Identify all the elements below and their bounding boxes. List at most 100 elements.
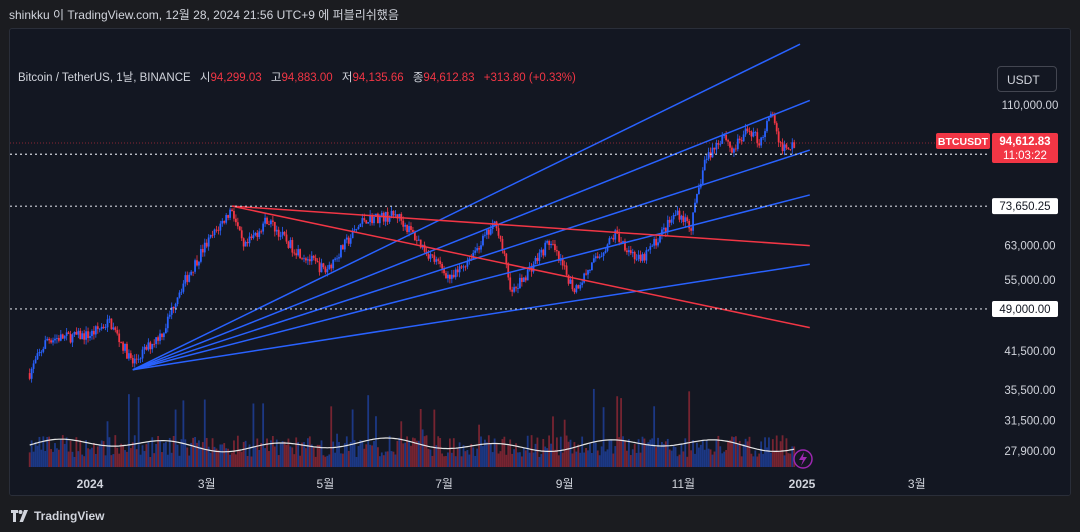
time-tick-label: 11월 (672, 477, 696, 491)
volume-bar (616, 396, 619, 467)
volume-bar (766, 447, 768, 467)
candle-body (48, 338, 51, 341)
candle-body (417, 239, 420, 241)
candle-body (719, 143, 722, 145)
candle-body (478, 248, 480, 250)
candle-body (238, 226, 241, 231)
volume-bar (42, 436, 45, 467)
candle-body (408, 226, 410, 233)
volume-bar (719, 446, 722, 467)
volume-bar (102, 441, 105, 467)
volume-bar (606, 449, 609, 467)
volume-bar (746, 441, 749, 467)
volume-bar (519, 452, 521, 467)
candle-body (554, 244, 556, 251)
volume-bar (410, 445, 412, 467)
candle-body (246, 241, 249, 244)
tradingview-logo-icon (11, 510, 28, 522)
candle-body (390, 210, 393, 218)
candle-body (392, 210, 395, 216)
volume-bar (367, 395, 370, 467)
volume-bar (748, 436, 751, 467)
candle-body (190, 271, 193, 275)
volume-bar (306, 438, 309, 467)
candle-body (215, 229, 218, 231)
candle-body (139, 358, 142, 360)
candle-body (161, 333, 163, 338)
high-value: 94,883.00 (281, 72, 333, 84)
candle-body (100, 326, 103, 329)
candle-body (487, 229, 490, 235)
trend-line-red (231, 205, 810, 247)
volume-bar (587, 450, 589, 467)
volume-bar (96, 446, 99, 467)
candle-body (124, 343, 126, 351)
volume-bar (264, 448, 266, 467)
volume-bar (729, 439, 731, 467)
volume-bar (417, 440, 420, 467)
volume-bar (668, 449, 671, 467)
volume-bar (268, 451, 270, 467)
symbol-title[interactable]: Bitcoin / TetherUS, 1날, BINANCE (18, 72, 191, 84)
volume-bar (624, 441, 626, 467)
volume-bar (293, 454, 296, 467)
volume-bar (419, 409, 422, 467)
candle-body (194, 260, 196, 272)
volume-bar (571, 453, 574, 467)
candle-body (91, 330, 93, 337)
volume-bar (758, 453, 761, 467)
brand-name: TradingView (34, 509, 105, 523)
candle-body (330, 264, 333, 269)
volume-bar (353, 440, 356, 467)
candle-body (203, 242, 206, 253)
volume-bar (338, 442, 340, 467)
candle-body (750, 131, 753, 137)
candle-body (729, 141, 731, 148)
volume-bar (559, 436, 562, 467)
volume-bar (575, 451, 578, 467)
candle-body (412, 229, 414, 233)
candle-body (540, 249, 543, 253)
volume-bar (443, 456, 445, 467)
candle-body (250, 236, 253, 238)
volume-bar (305, 448, 307, 467)
candle-body (439, 260, 442, 264)
volume-bar (554, 449, 556, 467)
candle-body (567, 274, 570, 284)
chart-panel[interactable]: 90,500.0073,650.2549,000.00110,000.0063,… (9, 28, 1071, 496)
candle-body (112, 327, 115, 330)
volume-bar (279, 443, 282, 467)
volume-bar (697, 447, 700, 467)
candle-body (104, 327, 107, 329)
volume-bar (408, 440, 410, 467)
open-label: 시 (199, 72, 211, 84)
candle-body (254, 232, 257, 236)
candle-body (777, 131, 780, 143)
candle-body (587, 270, 589, 275)
volume-bar (727, 441, 729, 467)
candle-body (723, 134, 726, 137)
candle-body (565, 265, 568, 275)
volume-bar (696, 442, 698, 467)
candle-body (448, 274, 451, 279)
trend-line-blue (132, 263, 810, 371)
candle-body (653, 238, 656, 246)
currency-button[interactable]: USDT (997, 66, 1057, 92)
tradingview-logo[interactable]: TradingView (11, 508, 104, 524)
candle-body (281, 231, 284, 236)
volume-bar (271, 436, 274, 467)
volume-bar (303, 442, 305, 467)
candle-body (437, 259, 440, 261)
candle-body (83, 333, 86, 340)
event-lightning-bolt (799, 452, 807, 466)
candle-body (81, 333, 84, 340)
volume-bar (73, 456, 76, 467)
candle-body (744, 128, 747, 135)
volume-bar (783, 455, 786, 467)
candle-body (351, 230, 354, 239)
volume-bar (112, 454, 115, 467)
candle-body (633, 251, 636, 260)
price-chart[interactable]: 90,500.0073,650.2549,000.00110,000.0063,… (10, 29, 1071, 496)
volume-bar (692, 440, 694, 467)
candle-body (464, 266, 467, 268)
